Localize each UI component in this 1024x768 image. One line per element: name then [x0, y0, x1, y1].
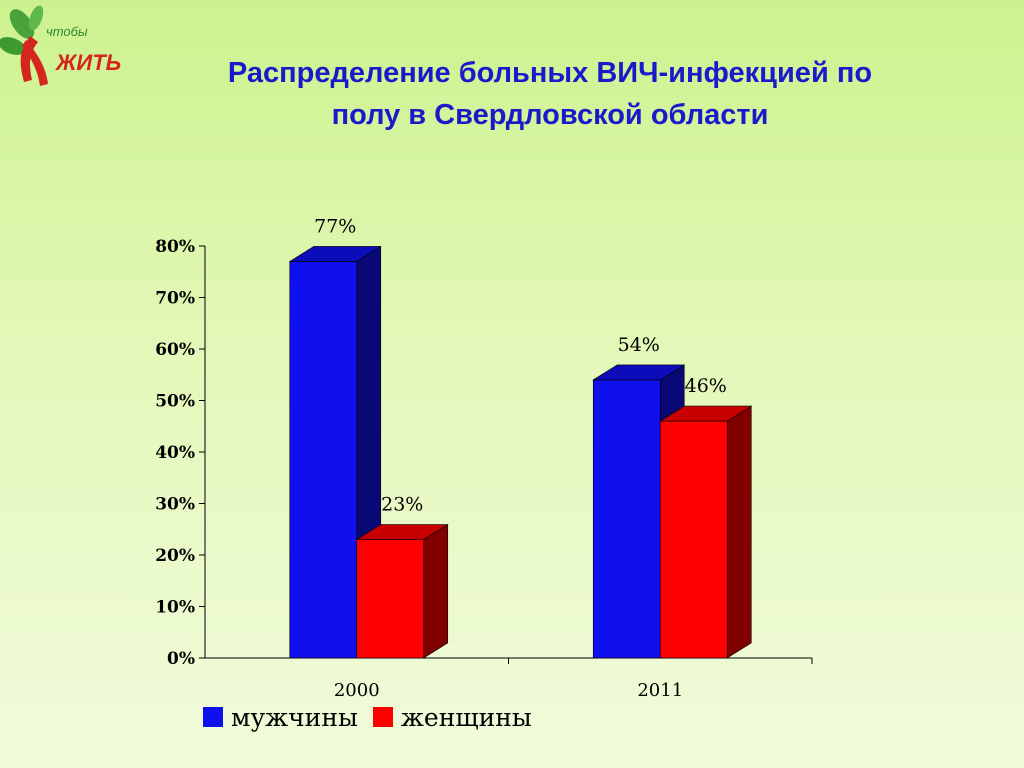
bar-side	[423, 524, 449, 659]
y-tick-label: 80%	[155, 237, 195, 257]
slide-title-line-1: Распределение больных ВИЧ-инфекцией по	[227, 57, 873, 89]
chart-legend: мужчины женщины	[203, 700, 547, 734]
y-tick-label: 0%	[167, 649, 195, 669]
data-label: 77%	[314, 215, 356, 237]
bar-side	[726, 405, 752, 659]
bar-top	[355, 524, 449, 540]
y-tick-label: 10%	[155, 598, 195, 618]
logo-ribbon-icon	[0, 5, 48, 86]
y-tick-label: 50%	[155, 392, 195, 412]
y-tick-label: 70%	[155, 289, 195, 309]
legend-swatch	[372, 707, 393, 727]
x-category-label: 2011	[637, 680, 683, 701]
data-label: 46%	[685, 375, 727, 397]
bar-top	[288, 246, 382, 262]
legend-label: женщины	[400, 702, 532, 732]
legend-label: мужчины	[231, 702, 358, 732]
legend-item: мужчины	[203, 703, 358, 732]
logo-text-big: ЖИТЬ	[56, 50, 122, 75]
bar-top	[659, 405, 753, 422]
y-tick-label: 20%	[155, 546, 195, 566]
logo-text-small: чтобы	[46, 24, 88, 39]
bar-мужчины	[289, 261, 358, 659]
legend-swatch	[203, 707, 223, 727]
slide-title: Распределение больных ВИЧ-инфекцией по п…	[150, 52, 950, 136]
data-label: 23%	[381, 494, 423, 516]
y-tick-label: 40%	[155, 443, 195, 463]
legend-item: женщины	[372, 702, 532, 732]
bar-женщины	[659, 420, 728, 659]
slide-title-line-2: полу в Свердловской области	[331, 99, 769, 131]
y-tick-label: 60%	[155, 340, 195, 360]
bar-женщины	[356, 539, 425, 659]
bar-top	[592, 364, 686, 381]
x-category-label: 2000	[334, 680, 380, 701]
data-label: 54%	[618, 334, 660, 356]
bar-мужчины	[592, 379, 661, 659]
logo: чтобы ЖИТЬ	[0, 0, 130, 95]
y-tick-label: 30%	[155, 495, 195, 515]
